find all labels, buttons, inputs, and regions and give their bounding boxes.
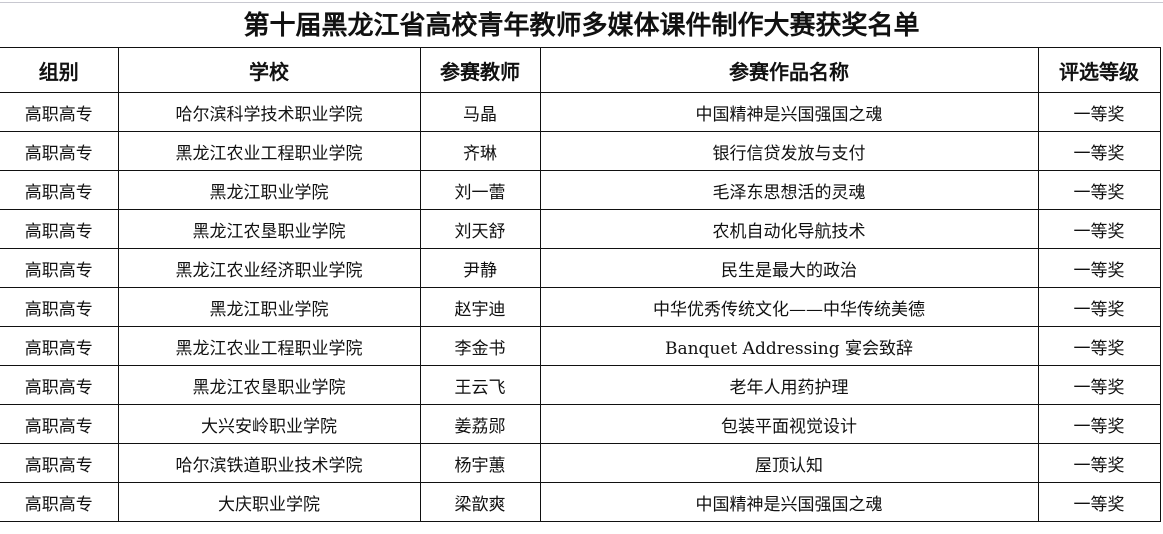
cell-work: 毛泽东思想活的灵魂 (539, 170, 1039, 210)
cell-teacher: 齐琳 (419, 131, 541, 171)
cell-group: 高职高专 (0, 209, 119, 249)
cell-teacher: 赵宇迪 (419, 287, 541, 327)
cell-level: 一等奖 (1037, 170, 1161, 210)
cell-level: 一等奖 (1037, 365, 1161, 405)
cell-work: 老年人用药护理 (539, 365, 1039, 405)
table-row: 高职高专 黑龙江农业工程职业学院 李金书 Banquet Addressing 宴会致… (0, 326, 1161, 366)
table-row: 高职高专 哈尔滨科学技术职业学院 马晶 中国精神是兴国强国之魂 一等奖 (0, 92, 1161, 132)
cell-teacher: 刘一蕾 (419, 170, 541, 210)
cell-group: 高职高专 (0, 404, 119, 444)
cell-work: 农机自动化导航技术 (539, 209, 1039, 249)
cell-group: 高职高专 (0, 248, 119, 288)
cell-level: 一等奖 (1037, 248, 1161, 288)
cell-work: 银行信贷发放与支付 (539, 131, 1039, 171)
cell-work: 屋顶认知 (539, 443, 1039, 483)
cell-school: 哈尔滨铁道职业技术学院 (117, 443, 421, 483)
cell-school: 黑龙江农业经济职业学院 (117, 248, 421, 288)
header-school: 学校 (117, 47, 421, 93)
cell-school: 黑龙江农垦职业学院 (117, 365, 421, 405)
cell-work: 包装平面视觉设计 (539, 404, 1039, 444)
cell-level: 一等奖 (1037, 209, 1161, 249)
cell-teacher: 马晶 (419, 92, 541, 132)
cell-group: 高职高专 (0, 92, 119, 132)
cell-level: 一等奖 (1037, 92, 1161, 132)
cell-level: 一等奖 (1037, 404, 1161, 444)
cell-school: 黑龙江职业学院 (117, 170, 421, 210)
cell-teacher: 梁歆爽 (419, 482, 541, 522)
cell-school: 黑龙江农垦职业学院 (117, 209, 421, 249)
table-row: 高职高专 黑龙江农垦职业学院 刘天舒 农机自动化导航技术 一等奖 (0, 209, 1161, 249)
table-row: 高职高专 哈尔滨铁道职业技术学院 杨宇蕙 屋顶认知 一等奖 (0, 443, 1161, 483)
cell-work: 民生是最大的政治 (539, 248, 1039, 288)
header-level: 评选等级 (1037, 47, 1161, 93)
cell-school: 黑龙江农业工程职业学院 (117, 131, 421, 171)
award-table: 组别 学校 参赛教师 参赛作品名称 评选等级 高职高专 哈尔滨科学技术职业学院 马晶… (0, 47, 1161, 522)
cell-teacher: 刘天舒 (419, 209, 541, 249)
cell-teacher: 尹静 (419, 248, 541, 288)
cell-teacher: 王云飞 (419, 365, 541, 405)
cell-level: 一等奖 (1037, 443, 1161, 483)
cell-teacher: 姜荔郧 (419, 404, 541, 444)
cell-teacher: 李金书 (419, 326, 541, 366)
cell-group: 高职高专 (0, 365, 119, 405)
header-work: 参赛作品名称 (539, 47, 1039, 93)
cell-school: 哈尔滨科学技术职业学院 (117, 92, 421, 132)
table-row: 高职高专 黑龙江农业工程职业学院 齐琳 银行信贷发放与支付 一等奖 (0, 131, 1161, 171)
cell-level: 一等奖 (1037, 131, 1161, 171)
cell-group: 高职高专 (0, 131, 119, 171)
document-title: 第十届黑龙江省高校青年教师多媒体课件制作大赛获奖名单 (0, 2, 1163, 49)
header-group: 组别 (0, 47, 119, 93)
cell-work: Banquet Addressing 宴会致辞 (539, 326, 1039, 366)
cell-group: 高职高专 (0, 287, 119, 327)
cell-school: 大兴安岭职业学院 (117, 404, 421, 444)
table-row: 高职高专 黑龙江农垦职业学院 王云飞 老年人用药护理 一等奖 (0, 365, 1161, 405)
table-row: 高职高专 黑龙江职业学院 刘一蕾 毛泽东思想活的灵魂 一等奖 (0, 170, 1161, 210)
cell-level: 一等奖 (1037, 326, 1161, 366)
table-row: 高职高专 大庆职业学院 梁歆爽 中国精神是兴国强国之魂 一等奖 (0, 482, 1161, 522)
cell-school: 黑龙江农业工程职业学院 (117, 326, 421, 366)
cell-group: 高职高专 (0, 326, 119, 366)
table-row: 高职高专 大兴安岭职业学院 姜荔郧 包装平面视觉设计 一等奖 (0, 404, 1161, 444)
cell-level: 一等奖 (1037, 287, 1161, 327)
cell-group: 高职高专 (0, 443, 119, 483)
header-row: 组别 学校 参赛教师 参赛作品名称 评选等级 (0, 47, 1161, 93)
cell-group: 高职高专 (0, 170, 119, 210)
cell-work: 中华优秀传统文化——中华传统美德 (539, 287, 1039, 327)
cell-group: 高职高专 (0, 482, 119, 522)
cell-teacher: 杨宇蕙 (419, 443, 541, 483)
cell-level: 一等奖 (1037, 482, 1161, 522)
cell-school: 黑龙江职业学院 (117, 287, 421, 327)
cell-work: 中国精神是兴国强国之魂 (539, 92, 1039, 132)
table-row: 高职高专 黑龙江农业经济职业学院 尹静 民生是最大的政治 一等奖 (0, 248, 1161, 288)
cell-work: 中国精神是兴国强国之魂 (539, 482, 1039, 522)
table-row: 高职高专 黑龙江职业学院 赵宇迪 中华优秀传统文化——中华传统美德 一等奖 (0, 287, 1161, 327)
cell-school: 大庆职业学院 (117, 482, 421, 522)
header-teacher: 参赛教师 (419, 47, 541, 93)
